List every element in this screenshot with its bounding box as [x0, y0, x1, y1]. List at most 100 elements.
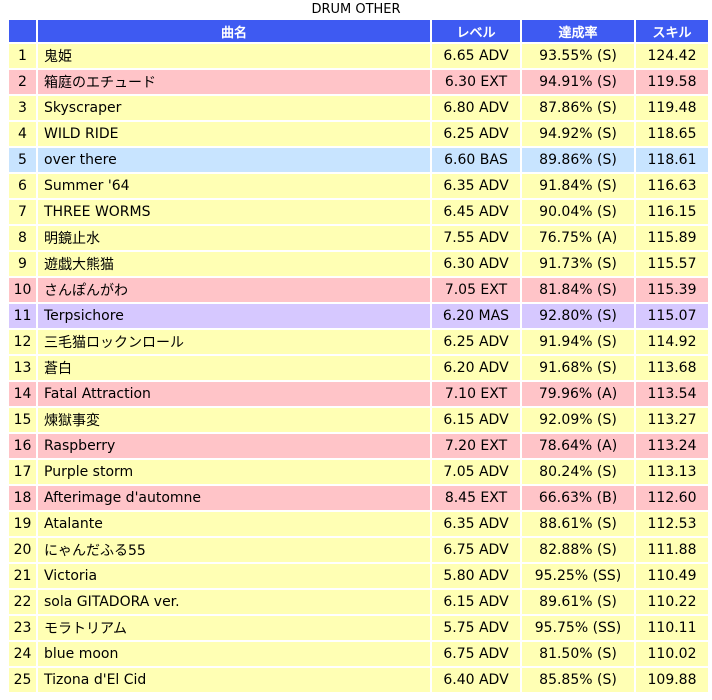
rank-cell: 4 — [9, 122, 36, 146]
table-row: 12 三毛猫ロックンロール 6.25 ADV 91.94% (S) 114.92 — [9, 330, 708, 354]
song-name-cell: over there — [38, 148, 430, 172]
table-row: 19 Atalante 6.35 ADV 88.61% (S) 112.53 — [9, 512, 708, 536]
level-cell: 6.60 BAS — [432, 148, 520, 172]
level-cell: 7.05 EXT — [432, 278, 520, 302]
level-cell: 7.20 EXT — [432, 434, 520, 458]
column-header-skill: スキル — [636, 20, 708, 42]
level-cell: 6.25 ADV — [432, 330, 520, 354]
skill-value-cell: 110.49 — [636, 564, 708, 588]
table-row: 11 Terpsichore 6.20 MAS 92.80% (S) 115.07 — [9, 304, 708, 328]
song-name-cell: Afterimage d'automne — [38, 486, 430, 510]
achievement-rate-cell: 91.73% (S) — [522, 252, 634, 276]
rank-cell: 9 — [9, 252, 36, 276]
skill-value-cell: 116.63 — [636, 174, 708, 198]
skill-value-cell: 116.15 — [636, 200, 708, 224]
song-name-cell: Terpsichore — [38, 304, 430, 328]
rank-cell: 18 — [9, 486, 36, 510]
table-row: 25 Tizona d'El Cid 6.40 ADV 85.85% (S) 109.8… — [9, 668, 708, 692]
achievement-rate-cell: 87.86% (S) — [522, 96, 634, 120]
achievement-rate-cell: 82.88% (S) — [522, 538, 634, 562]
table-row: 16 Raspberry 7.20 EXT 78.64% (A) 113.24 — [9, 434, 708, 458]
level-cell: 7.05 ADV — [432, 460, 520, 484]
song-name-cell: Tizona d'El Cid — [38, 668, 430, 692]
table-caption: DRUM OTHER — [311, 2, 401, 17]
table-row: 9 遊戯大熊猫 6.30 ADV 91.73% (S) 115.57 — [9, 252, 708, 276]
achievement-rate-cell: 94.91% (S) — [522, 70, 634, 94]
achievement-rate-cell: 92.80% (S) — [522, 304, 634, 328]
level-cell: 7.10 EXT — [432, 382, 520, 406]
skill-value-cell: 113.54 — [636, 382, 708, 406]
song-name-cell: Fatal Attraction — [38, 382, 430, 406]
table-row: 4 WILD RIDE 6.25 ADV 94.92% (S) 118.65 — [9, 122, 708, 146]
skill-value-cell: 110.11 — [636, 616, 708, 640]
song-name-cell: Skyscraper — [38, 96, 430, 120]
level-cell: 6.20 ADV — [432, 356, 520, 380]
achievement-rate-cell: 89.61% (S) — [522, 590, 634, 614]
skill-value-cell: 118.65 — [636, 122, 708, 146]
table-row: 13 蒼白 6.20 ADV 91.68% (S) 113.68 — [9, 356, 708, 380]
song-name-cell: 三毛猫ロックンロール — [38, 330, 430, 354]
achievement-rate-cell: 85.85% (S) — [522, 668, 634, 692]
song-name-cell: Raspberry — [38, 434, 430, 458]
skill-value-cell: 115.89 — [636, 226, 708, 250]
song-name-cell: 煉獄事変 — [38, 408, 430, 432]
achievement-rate-cell: 93.55% (S) — [522, 44, 634, 68]
achievement-rate-cell: 66.63% (B) — [522, 486, 634, 510]
song-name-cell: Victoria — [38, 564, 430, 588]
achievement-rate-cell: 95.25% (SS) — [522, 564, 634, 588]
achievement-rate-cell: 88.61% (S) — [522, 512, 634, 536]
rank-cell: 14 — [9, 382, 36, 406]
rank-cell: 15 — [9, 408, 36, 432]
rank-cell: 10 — [9, 278, 36, 302]
column-header-achievement-rate: 達成率 — [522, 20, 634, 42]
table-row: 24 blue moon 6.75 ADV 81.50% (S) 110.02 — [9, 642, 708, 666]
rank-cell: 22 — [9, 590, 36, 614]
achievement-rate-cell: 92.09% (S) — [522, 408, 634, 432]
skill-value-cell: 112.53 — [636, 512, 708, 536]
song-name-cell: さんぽんがわ — [38, 278, 430, 302]
table-header-row: 曲名 レベル 達成率 スキル — [9, 20, 708, 42]
level-cell: 6.45 ADV — [432, 200, 520, 224]
achievement-rate-cell: 80.24% (S) — [522, 460, 634, 484]
table-row: 18 Afterimage d'automne 8.45 EXT 66.63% (B)… — [9, 486, 708, 510]
song-name-cell: 箱庭のエチュード — [38, 70, 430, 94]
rank-cell: 16 — [9, 434, 36, 458]
song-name-cell: THREE WORMS — [38, 200, 430, 224]
skill-value-cell: 113.27 — [636, 408, 708, 432]
skill-value-cell: 111.88 — [636, 538, 708, 562]
rank-cell: 24 — [9, 642, 36, 666]
rank-cell: 8 — [9, 226, 36, 250]
table-row: 8 明鏡止水 7.55 ADV 76.75% (A) 115.89 — [9, 226, 708, 250]
rank-cell: 21 — [9, 564, 36, 588]
skill-table: 曲名 レベル 達成率 スキル 1 鬼姫 6.65 ADV 93.55% (S) 124.… — [7, 18, 710, 694]
table-row: 6 Summer '64 6.35 ADV 91.84% (S) 116.63 — [9, 174, 708, 198]
song-name-cell: 遊戯大熊猫 — [38, 252, 430, 276]
skill-value-cell: 119.58 — [636, 70, 708, 94]
level-cell: 8.45 EXT — [432, 486, 520, 510]
song-name-cell: モラトリアム — [38, 616, 430, 640]
table-row: 3 Skyscraper 6.80 ADV 87.86% (S) 119.48 — [9, 96, 708, 120]
table-row: 2 箱庭のエチュード 6.30 EXT 94.91% (S) 119.58 — [9, 70, 708, 94]
achievement-rate-cell: 91.84% (S) — [522, 174, 634, 198]
level-cell: 6.75 ADV — [432, 642, 520, 666]
level-cell: 6.30 ADV — [432, 252, 520, 276]
song-name-cell: Atalante — [38, 512, 430, 536]
column-header-song-name: 曲名 — [38, 20, 430, 42]
rank-cell: 19 — [9, 512, 36, 536]
skill-value-cell: 113.13 — [636, 460, 708, 484]
skill-value-cell: 110.22 — [636, 590, 708, 614]
achievement-rate-cell: 95.75% (SS) — [522, 616, 634, 640]
skill-value-cell: 118.61 — [636, 148, 708, 172]
level-cell: 5.80 ADV — [432, 564, 520, 588]
song-name-cell: 鬼姫 — [38, 44, 430, 68]
rank-cell: 25 — [9, 668, 36, 692]
table-row: 20 にゃんだふる55 6.75 ADV 82.88% (S) 111.88 — [9, 538, 708, 562]
song-name-cell: にゃんだふる55 — [38, 538, 430, 562]
achievement-rate-cell: 89.86% (S) — [522, 148, 634, 172]
achievement-rate-cell: 81.50% (S) — [522, 642, 634, 666]
table-row: 1 鬼姫 6.65 ADV 93.55% (S) 124.42 — [9, 44, 708, 68]
rank-cell: 11 — [9, 304, 36, 328]
skill-value-cell: 109.88 — [636, 668, 708, 692]
achievement-rate-cell: 91.94% (S) — [522, 330, 634, 354]
table-row: 14 Fatal Attraction 7.10 EXT 79.96% (A) 113.… — [9, 382, 708, 406]
